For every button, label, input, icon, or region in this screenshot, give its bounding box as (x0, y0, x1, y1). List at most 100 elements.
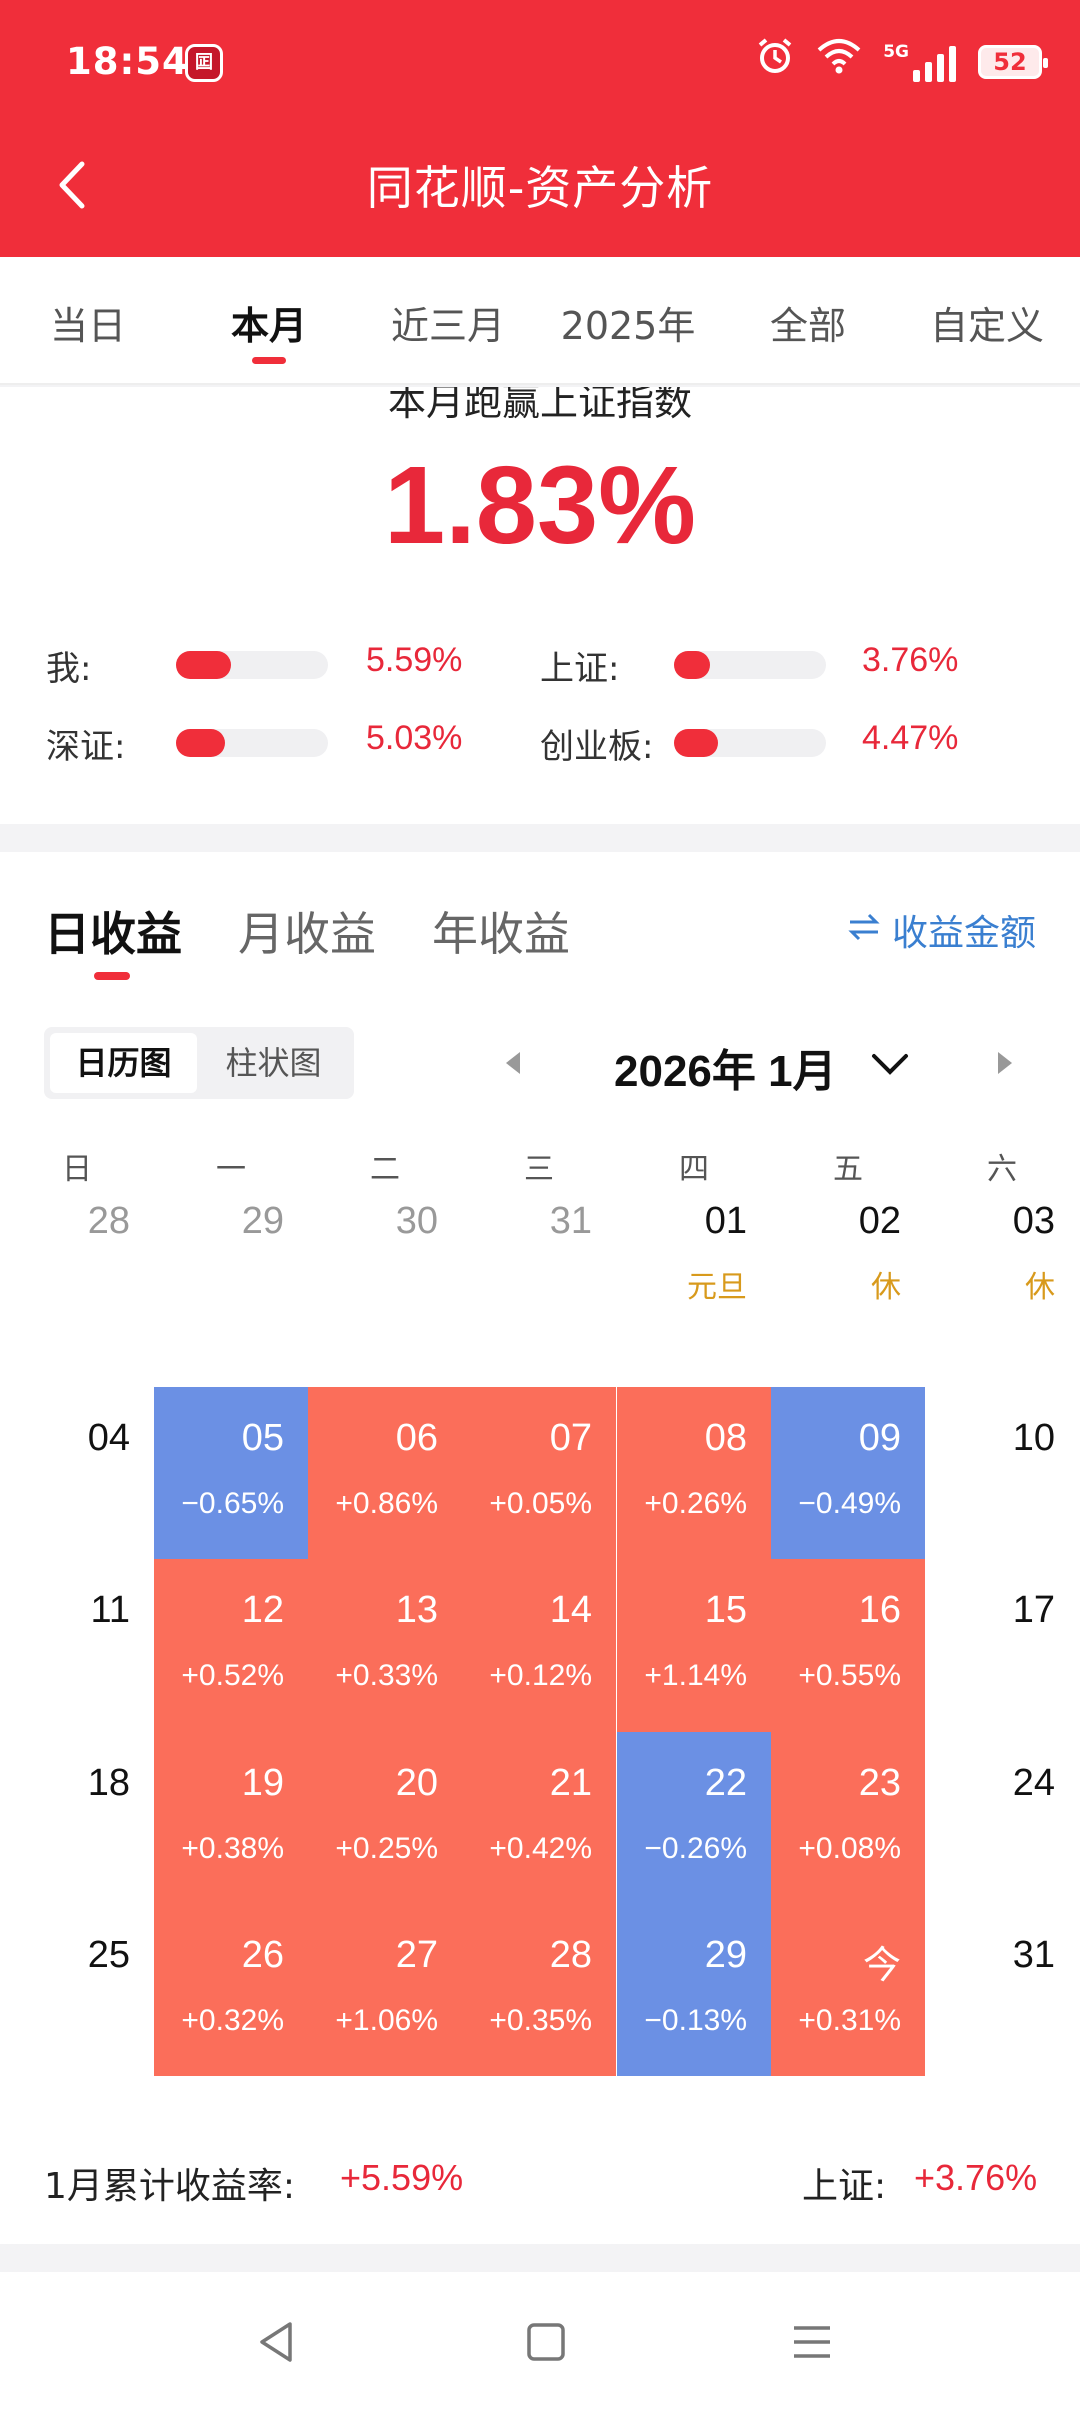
month-dropdown-button[interactable] (868, 1046, 912, 1082)
prev-month-button[interactable] (498, 1046, 528, 1080)
tab-yearly-returns[interactable]: 年收益 (432, 907, 570, 961)
calendar-day[interactable]: 02 休 (771, 1200, 925, 1320)
day-number: 10 (1012, 1417, 1055, 1459)
day-number: 14 (549, 1589, 592, 1631)
period-tabs: 当日 本月 近三月 2025年 全部 自定义 (0, 257, 1080, 385)
calendar-day-cell[interactable]: 21 +0.42% (462, 1732, 616, 1904)
day-number: 29 (241, 1200, 284, 1242)
day-number: 21 (549, 1762, 592, 1804)
calendar-day-cell[interactable]: 08 +0.26% (617, 1387, 771, 1559)
calendar-day[interactable]: 03 休 (925, 1200, 1055, 1320)
calendar-day-cell[interactable]: 16 +0.55% (771, 1559, 925, 1732)
compare-bar-fill (674, 729, 719, 757)
tab-today[interactable]: 当日 (49, 304, 127, 348)
outperform-value: 1.83% (384, 444, 696, 567)
calendar-day[interactable]: 31 (925, 1904, 1055, 2076)
calendar-day-cell[interactable]: 19 +0.38% (154, 1732, 308, 1904)
calendar-day-cell[interactable]: 13 +0.33% (308, 1559, 462, 1732)
day-number: 15 (704, 1589, 747, 1631)
status-icons: 5G 52 (755, 37, 1048, 86)
calendar-day[interactable]: 01 元旦 (617, 1200, 771, 1320)
calendar-day[interactable]: 25 (0, 1904, 154, 2076)
day-number: 24 (1012, 1762, 1055, 1804)
calendar-day-cell[interactable]: 20 +0.25% (308, 1732, 462, 1904)
calendar-day[interactable]: 17 (925, 1559, 1055, 1732)
compare-bar-track (176, 729, 328, 757)
calendar-day-cell[interactable]: 06 +0.86% (308, 1387, 462, 1559)
daily-return: −0.26% (644, 1832, 747, 1865)
app-notification-icon: 囸 (185, 44, 223, 82)
tab-all[interactable]: 全部 (769, 304, 847, 348)
day-number: 19 (241, 1762, 284, 1804)
day-number: 04 (87, 1417, 130, 1459)
next-month-button[interactable] (990, 1046, 1020, 1080)
tab-year-2025[interactable]: 2025年 (560, 304, 696, 348)
day-number: 25 (87, 1934, 130, 1976)
system-home-button[interactable] (516, 2312, 576, 2372)
day-number: 20 (395, 1762, 438, 1804)
active-tab-indicator (252, 357, 286, 364)
menu-lines-icon (794, 2326, 830, 2358)
calendar-day: 29 (154, 1200, 308, 1320)
daily-return: +0.86% (335, 1487, 438, 1520)
calendar-day-cell[interactable]: 23 +0.08% (771, 1732, 925, 1904)
calendar-day[interactable]: 18 (0, 1732, 154, 1904)
calendar-day-cell[interactable]: 07 +0.05% (462, 1387, 616, 1559)
daily-return: +0.31% (798, 2004, 901, 2037)
month-selector[interactable]: 2026年 1月 (614, 1047, 837, 1096)
calendar-day[interactable]: 10 (925, 1387, 1055, 1559)
compare-row-chinext: 创业板: 4.47% (540, 713, 1040, 769)
cellular-signal-icon: 5G (883, 42, 956, 82)
holiday-note: 元旦 (687, 1270, 747, 1305)
view-switch: 日历图 柱状图 (44, 1027, 354, 1099)
bar-view-button[interactable]: 柱状图 (225, 1044, 322, 1082)
holiday-note: 休 (1025, 1270, 1055, 1305)
compare-bar-fill (176, 729, 225, 757)
daily-return: +0.05% (489, 1487, 592, 1520)
tab-custom[interactable]: 自定义 (929, 304, 1045, 348)
calendar-day-cell[interactable]: 12 +0.52% (154, 1559, 308, 1732)
day-number: 23 (858, 1762, 901, 1804)
system-nav-bar (0, 2272, 1080, 2412)
calendar-day[interactable]: 24 (925, 1732, 1055, 1904)
weekday-label: 六 (987, 1152, 1017, 1187)
monthly-cumulative-value: +5.59% (340, 2157, 464, 2198)
calendar-day[interactable]: 04 (0, 1387, 154, 1559)
day-number: 今 (862, 1945, 901, 1987)
calendar-day[interactable]: 11 (0, 1559, 154, 1732)
tab-monthly-returns[interactable]: 月收益 (238, 907, 376, 961)
system-menu-button[interactable] (782, 2312, 842, 2372)
holiday-note: 休 (871, 1270, 901, 1305)
status-time: 18:54 (66, 40, 189, 83)
day-number: 13 (395, 1589, 438, 1631)
back-arrow-icon (59, 161, 85, 209)
daily-return: +0.12% (489, 1659, 592, 1692)
tab-this-month[interactable]: 本月 (230, 304, 308, 348)
daily-return: +0.32% (181, 2004, 284, 2037)
calendar-day-cell[interactable]: 26 +0.32% (154, 1904, 308, 2076)
calendar-day-cell[interactable]: 15 +1.14% (617, 1559, 771, 1732)
calendar-day-cell[interactable]: 09 −0.49% (771, 1387, 925, 1559)
tab-daily-returns[interactable]: 日收益 (44, 907, 182, 961)
daily-return: +0.42% (489, 1832, 592, 1865)
nav-bar: 同花顺-资产分析 (0, 130, 1080, 250)
calendar-day-cell[interactable]: 22 −0.26% (617, 1732, 771, 1904)
calendar-view-button[interactable]: 日历图 (50, 1033, 197, 1093)
calendar-day-cell[interactable]: 14 +0.12% (462, 1559, 616, 1732)
calendar-day-cell[interactable]: 今 +0.31% (771, 1904, 925, 2076)
day-number: 02 (858, 1200, 901, 1242)
tab-three-months[interactable]: 近三月 (390, 304, 506, 348)
amount-toggle-button[interactable]: 收益金额 (848, 904, 1036, 956)
calendar-day-cell[interactable]: 28 +0.35% (462, 1904, 616, 2076)
back-button[interactable] (40, 150, 110, 220)
compare-bar-track (176, 651, 328, 679)
calendar-day-cell[interactable]: 27 +1.06% (308, 1904, 462, 2076)
compare-value: 4.47% (862, 719, 959, 757)
weekday-label: 五 (833, 1152, 863, 1187)
system-back-button[interactable] (248, 2312, 308, 2372)
calendar-day-cell[interactable]: 29 −0.13% (617, 1904, 771, 2076)
calendar-day-cell[interactable]: 05 −0.65% (154, 1387, 308, 1559)
comparison-subtitle: 本月跑赢上证指数 (387, 387, 692, 424)
day-number: 03 (1012, 1200, 1055, 1242)
day-number: 31 (549, 1200, 592, 1242)
